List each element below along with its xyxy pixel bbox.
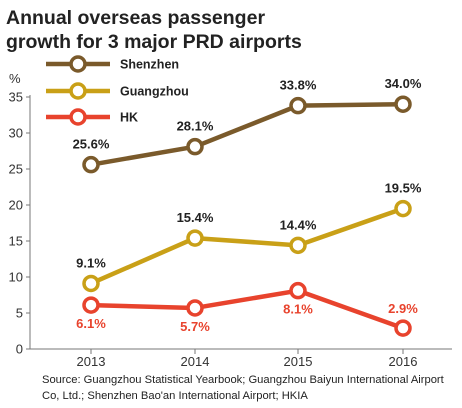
series-layer: 25.6% 28.1% 33.8% 34.0% 9.1% 15.4% 14.4% 19.5% 6… [73, 76, 422, 337]
series-shenzhen: 25.6% 28.1% 33.8% 34.0% [73, 76, 422, 174]
data-point [289, 236, 307, 255]
y-axis: 0 5 10 15 20 25 30 35 [9, 90, 31, 357]
series-guangzhou: 9.1% 15.4% 14.4% 19.5% [76, 181, 422, 293]
legend-label: Shenzhen [120, 58, 179, 72]
y-axis-unit: % [9, 71, 21, 86]
data-point [82, 296, 100, 314]
x-tick-label: 2015 [284, 354, 313, 369]
data-label: 14.4% [280, 217, 317, 232]
data-label: 6.1% [76, 316, 106, 331]
legend-label: HK [120, 111, 138, 125]
y-tick-label: 0 [16, 342, 23, 357]
data-label: 5.7% [180, 319, 210, 334]
y-tick-label: 5 [16, 306, 23, 321]
series-hk: 6.1% 5.7% 8.1% 2.9% [76, 281, 418, 337]
y-tick-label: 15 [9, 234, 23, 249]
data-point [394, 199, 412, 218]
x-tick-label: 2014 [181, 354, 210, 369]
y-tick-label: 10 [9, 270, 23, 285]
data-point [82, 155, 100, 174]
chart-title-line-1: Annual overseas passenger [6, 7, 265, 29]
data-point [289, 281, 307, 300]
legend-label: Guangzhou [120, 85, 189, 99]
legend-marker [69, 55, 87, 73]
legend: Shenzhen Guangzhou HK [46, 55, 189, 126]
series-line [90, 206, 404, 286]
data-point [82, 274, 100, 293]
data-point [394, 319, 412, 337]
y-tick-label: 35 [9, 90, 23, 105]
y-tick-label: 30 [9, 126, 23, 141]
x-tick-label: 2016 [389, 354, 418, 369]
data-label: 28.1% [177, 119, 214, 134]
data-point [394, 95, 412, 113]
y-tick-label: 25 [9, 162, 23, 177]
data-point [186, 299, 204, 317]
series-line [90, 288, 404, 331]
data-label: 25.6% [73, 137, 110, 152]
data-point [186, 137, 204, 156]
data-label: 19.5% [385, 181, 422, 196]
x-axis: 2013 2014 2015 2016 [30, 348, 452, 369]
data-label: 9.1% [76, 255, 106, 270]
data-label: 15.4% [177, 210, 214, 225]
data-label: 8.1% [283, 302, 313, 317]
data-label: 34.0% [385, 76, 422, 91]
data-point [289, 96, 307, 115]
source-line-1: Source: Guangzhou Statistical Yearbook; … [42, 374, 445, 386]
y-tick-label: 20 [9, 198, 23, 213]
x-tick-label: 2013 [77, 354, 106, 369]
data-label: 33.8% [280, 78, 317, 93]
chart-title-line-2: growth for 3 major PRD airports [6, 31, 302, 53]
legend-marker [69, 82, 87, 100]
data-label: 2.9% [388, 301, 418, 316]
legend-marker [69, 108, 87, 126]
source-line-2: Co, Ltd.; Shenzhen Bao'an International … [42, 390, 308, 402]
series-line [90, 101, 404, 167]
data-point [186, 229, 204, 247]
